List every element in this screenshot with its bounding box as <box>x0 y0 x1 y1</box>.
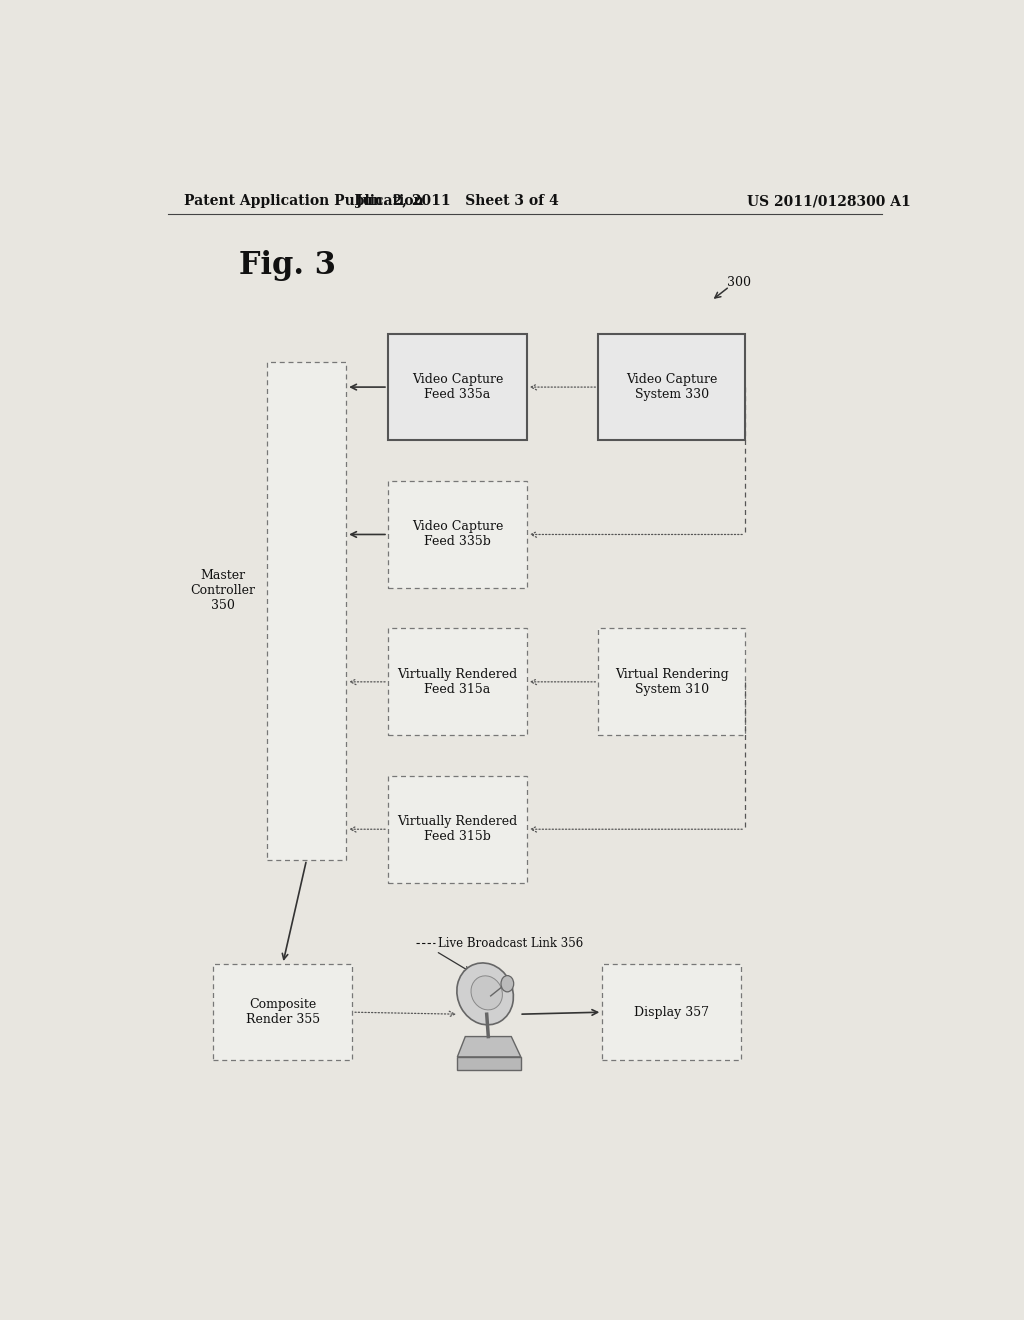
Bar <box>458 1057 521 1071</box>
Text: Video Capture
Feed 335a: Video Capture Feed 335a <box>412 374 503 401</box>
Bar <box>602 964 741 1060</box>
Bar <box>598 628 745 735</box>
Bar <box>388 334 526 441</box>
Text: Video Capture
Feed 335b: Video Capture Feed 335b <box>412 520 503 549</box>
Ellipse shape <box>471 975 503 1010</box>
Text: Virtually Rendered
Feed 315b: Virtually Rendered Feed 315b <box>397 816 517 843</box>
Text: Virtual Rendering
System 310: Virtual Rendering System 310 <box>614 668 728 696</box>
Text: 300: 300 <box>727 276 752 289</box>
Bar <box>388 480 526 587</box>
Text: Live Broadcast Link 356: Live Broadcast Link 356 <box>437 937 583 949</box>
Text: US 2011/0128300 A1: US 2011/0128300 A1 <box>748 194 910 209</box>
Text: Composite
Render 355: Composite Render 355 <box>246 998 319 1026</box>
Text: Video Capture
System 330: Video Capture System 330 <box>626 374 717 401</box>
Bar <box>388 776 526 883</box>
Bar <box>267 362 346 859</box>
Text: Virtually Rendered
Feed 315a: Virtually Rendered Feed 315a <box>397 668 517 696</box>
Bar <box>598 334 745 441</box>
Polygon shape <box>458 1036 521 1057</box>
Bar <box>213 964 352 1060</box>
Text: Fig. 3: Fig. 3 <box>240 249 336 281</box>
Bar <box>388 628 526 735</box>
Text: Patent Application Publication: Patent Application Publication <box>183 194 423 209</box>
Text: Display 357: Display 357 <box>634 1006 709 1019</box>
Circle shape <box>501 975 514 991</box>
Ellipse shape <box>457 964 513 1024</box>
Text: Jun. 2, 2011   Sheet 3 of 4: Jun. 2, 2011 Sheet 3 of 4 <box>356 194 559 209</box>
Text: Master
Controller
350: Master Controller 350 <box>190 569 255 612</box>
